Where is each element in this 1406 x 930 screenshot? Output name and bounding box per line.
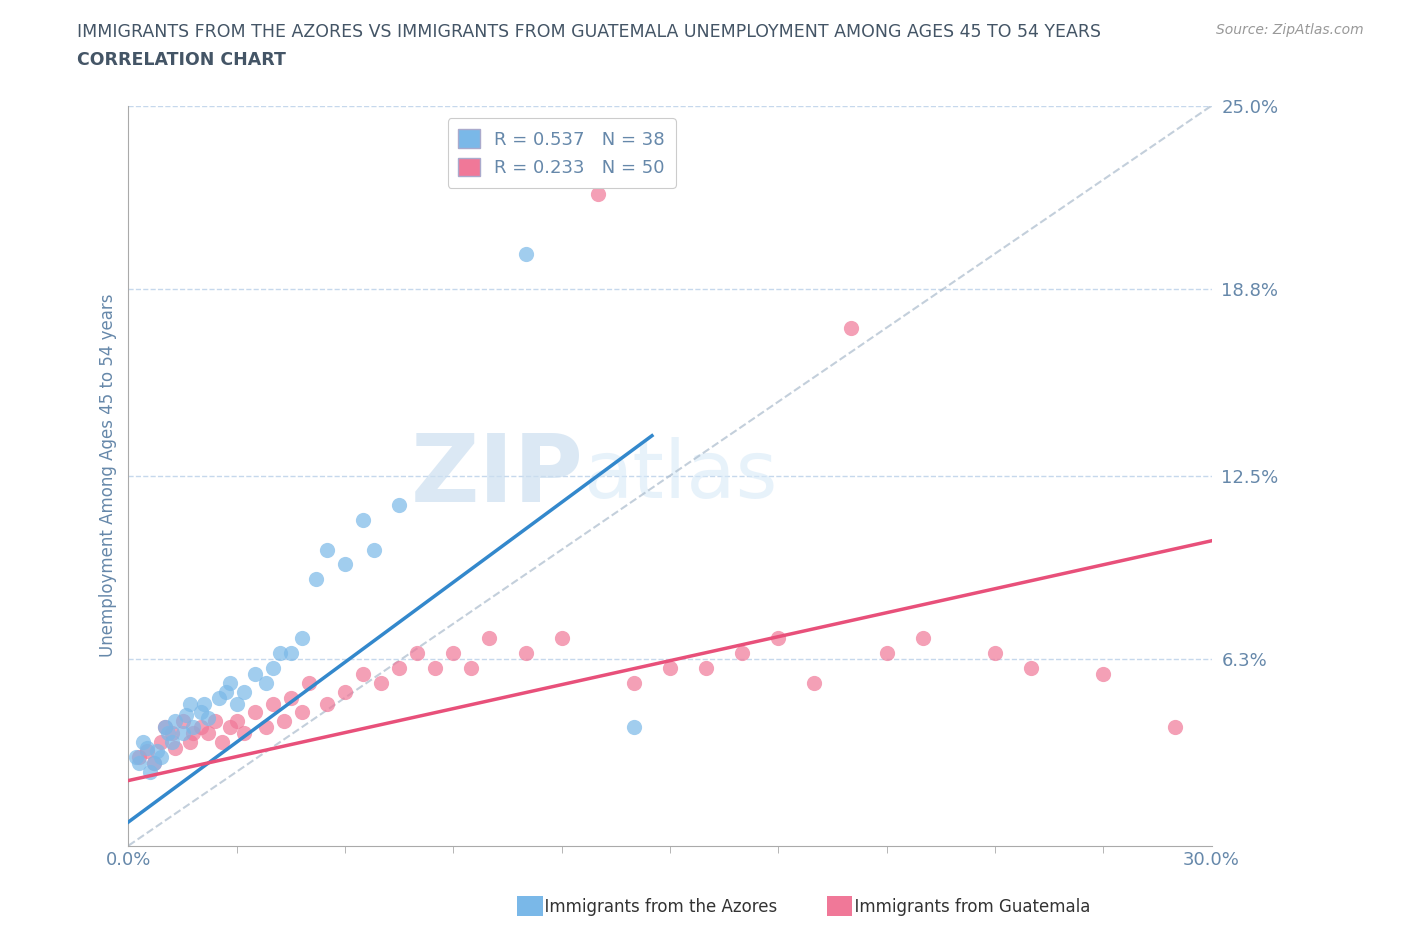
Point (233, 684, 256, 699)
Point (160, 725, 183, 740)
Point (179, 735, 201, 750)
Point (659, 660, 682, 675)
Point (363, 542, 385, 557)
Point (623, 720, 645, 735)
Point (204, 714, 226, 729)
Point (333, 557, 356, 572)
Point (460, 660, 482, 675)
Point (316, 542, 339, 557)
Point (146, 743, 169, 758)
Text: IMMIGRANTS FROM THE AZORES VS IMMIGRANTS FROM GUATEMALA UNEMPLOYMENT AMONG AGES : IMMIGRANTS FROM THE AZORES VS IMMIGRANTS… (77, 23, 1101, 41)
Point (269, 645, 291, 660)
Text: atlas: atlas (583, 437, 778, 514)
Point (149, 735, 172, 750)
Point (211, 735, 233, 750)
Point (208, 690, 231, 705)
Point (183, 725, 205, 740)
Point (135, 743, 157, 758)
Point (243, 667, 266, 682)
Point (695, 660, 717, 675)
Point (803, 675, 825, 690)
Point (142, 755, 165, 770)
Point (165, 740, 187, 755)
Point (406, 645, 429, 660)
Point (876, 645, 898, 660)
Point (291, 631, 314, 646)
Point (768, 631, 790, 646)
Point (478, 631, 501, 646)
Point (1164, 720, 1187, 735)
Text: Immigrants from the Azores: Immigrants from the Azores (534, 897, 778, 916)
Point (262, 697, 284, 711)
Point (280, 645, 302, 660)
Point (225, 697, 247, 711)
Point (1019, 660, 1042, 675)
Point (157, 725, 180, 740)
Point (515, 645, 537, 660)
Point (125, 750, 148, 764)
Point (132, 735, 155, 750)
Point (911, 631, 934, 646)
Point (139, 764, 162, 779)
Point (273, 714, 295, 729)
Point (165, 714, 187, 729)
Point (179, 697, 201, 711)
Point (515, 246, 537, 261)
Point (142, 755, 165, 770)
Point (135, 740, 157, 755)
Point (172, 714, 194, 729)
Point (243, 705, 266, 720)
Point (174, 708, 197, 723)
Point (731, 645, 754, 660)
Point (352, 512, 374, 527)
Point (291, 705, 314, 720)
Point (225, 714, 247, 729)
Y-axis label: Unemployment Among Ages 45 to 54 years: Unemployment Among Ages 45 to 54 years (100, 294, 117, 658)
Point (551, 631, 574, 646)
Point (128, 750, 150, 764)
Point (352, 667, 374, 682)
Point (190, 705, 212, 720)
Point (388, 498, 411, 512)
Point (197, 711, 219, 725)
Point (172, 725, 194, 740)
Text: ZIP: ZIP (411, 430, 583, 522)
Point (193, 697, 215, 711)
Point (388, 660, 411, 675)
Point (298, 675, 321, 690)
Text: CORRELATION CHART: CORRELATION CHART (77, 51, 287, 69)
Point (623, 675, 645, 690)
Text: Immigrants from Guatemala: Immigrants from Guatemala (844, 897, 1090, 916)
Point (254, 720, 277, 735)
Point (190, 720, 212, 735)
Point (153, 720, 176, 735)
Point (215, 684, 238, 699)
Point (441, 645, 464, 660)
Point (128, 755, 150, 770)
Text: Source: ZipAtlas.com: Source: ZipAtlas.com (1216, 23, 1364, 37)
Point (218, 720, 240, 735)
Point (262, 660, 284, 675)
Point (280, 690, 302, 705)
Point (254, 675, 277, 690)
Point (425, 660, 447, 675)
Point (586, 187, 609, 202)
Legend: R = 0.537   N = 38, R = 0.233   N = 50: R = 0.537 N = 38, R = 0.233 N = 50 (447, 118, 676, 188)
Point (305, 572, 328, 587)
Point (839, 320, 862, 335)
Point (370, 675, 392, 690)
Point (153, 720, 176, 735)
Point (316, 697, 339, 711)
Point (218, 675, 240, 690)
Point (149, 750, 172, 764)
Point (183, 720, 205, 735)
Point (984, 645, 1007, 660)
Point (1092, 667, 1115, 682)
Point (197, 725, 219, 740)
Point (233, 725, 256, 740)
Point (160, 735, 183, 750)
Point (333, 684, 356, 699)
